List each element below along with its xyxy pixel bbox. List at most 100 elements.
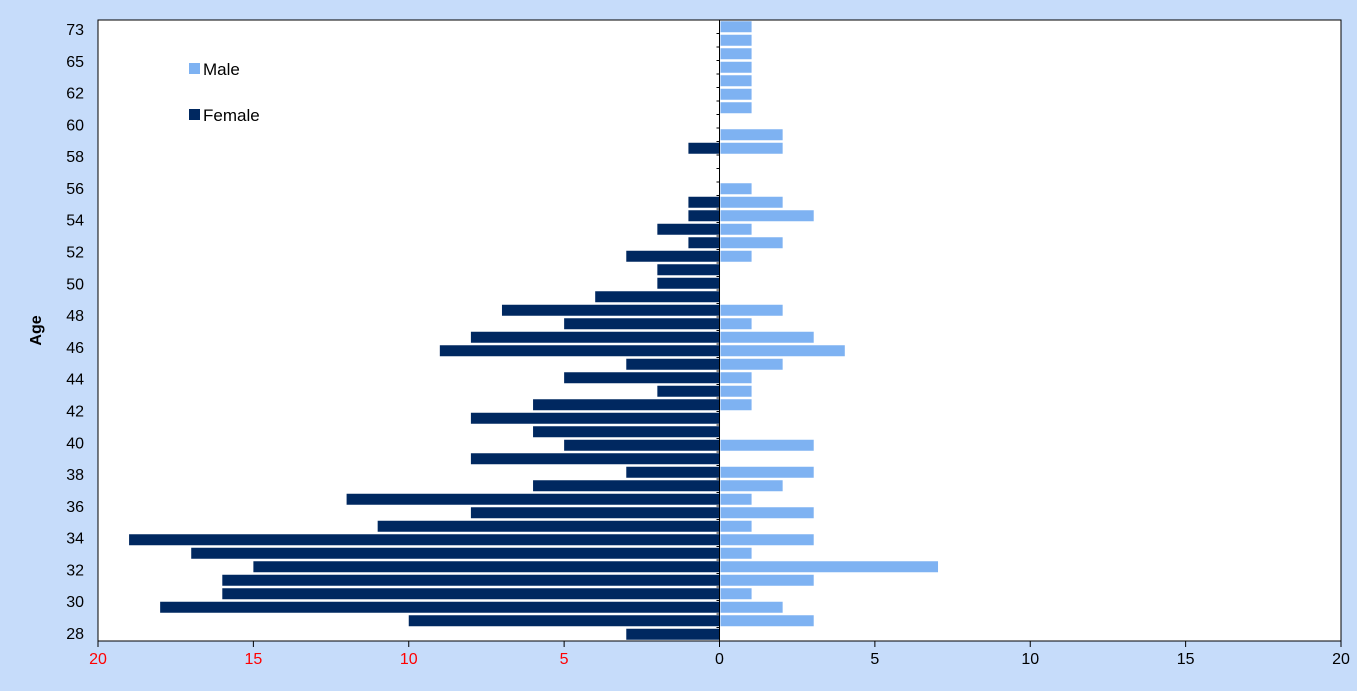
female-bar-age-45 [533,399,720,411]
x-axis: 20 15 10 5 0 5 10 15 20 [89,641,1350,668]
y-tick-label: 73 [66,22,84,39]
male-bar-age-40 [720,466,814,478]
female-bar-age-64 [688,142,720,154]
female-bar-age-34 [191,547,720,559]
female-bar-age-44 [470,412,720,424]
y-tick-label: 65 [66,54,84,71]
male-bar-age-37 [720,507,814,519]
legend: Male Female [189,60,260,125]
male-bar-age-61 [720,183,752,195]
female-bar-age-40 [626,466,720,478]
male-bar-age-60 [720,196,783,208]
female-bar-age-53 [595,291,720,303]
male-bar-age-48 [720,358,783,370]
x-tick-label: 10 [1021,651,1039,668]
female-bar-age-54 [657,277,720,289]
male-bar-age-29 [720,615,814,627]
y-tick-label: 54 [66,213,84,230]
y-tick-label: 32 [66,562,84,579]
x-tick-label: 15 [1177,651,1195,668]
male-bar-age-57 [720,237,783,249]
y-tick-label: 42 [66,403,84,420]
male-bar-age-56 [720,250,752,262]
y-tick-label: 50 [66,276,84,293]
x-tick-label: 5 [870,651,879,668]
male-bar-age-51 [720,318,752,330]
y-tick-label: 62 [66,86,84,103]
male-bar-age-34 [720,547,752,559]
male-bar-age-72 [720,34,752,46]
y-tick-label: 30 [66,594,84,611]
male-bar-age-50 [720,331,814,343]
male-bar-age-45 [720,399,752,411]
male-bar-age-58 [720,223,752,235]
male-bar-age-67 [720,102,752,114]
female-bar-age-58 [657,223,720,235]
female-bar-age-52 [501,304,720,316]
male-bar-age-64 [720,142,783,154]
legend-female-swatch [189,109,200,120]
female-bar-age-37 [470,507,720,519]
y-tick-label: 60 [66,117,84,134]
male-bar-age-36 [720,520,752,532]
female-bar-age-49 [439,345,720,357]
female-bar-age-56 [626,250,720,262]
male-bar-age-42 [720,439,814,451]
female-bar-age-35 [129,534,720,546]
female-bar-age-48 [626,358,720,370]
female-bar-age-50 [470,331,720,343]
y-tick-label: 38 [66,467,84,484]
female-bar-age-36 [377,520,720,532]
male-bar-age-71 [720,48,752,60]
x-tick-label: 15 [244,651,262,668]
male-bar-age-65 [720,129,783,141]
male-bar-age-46 [720,385,752,397]
male-bar-age-70 [720,61,752,73]
male-bar-age-32 [720,574,814,586]
female-bar-age-60 [688,196,720,208]
male-bar-age-35 [720,534,814,546]
male-bar-age-33 [720,561,939,573]
y-tick-label: 56 [66,181,84,198]
female-bar-age-28 [626,628,720,640]
y-tick-label: 34 [66,531,84,548]
female-bar-age-55 [657,264,720,276]
legend-male-swatch [189,63,200,74]
female-bar-age-46 [657,385,720,397]
female-bar-age-31 [222,588,720,600]
male-bar-age-30 [720,601,783,613]
male-bar-age-39 [720,480,783,492]
y-tick-label: 58 [66,149,84,166]
legend-male-label: Male [203,60,240,79]
female-bar-age-29 [408,615,720,627]
y-axis-title: Age [28,315,45,345]
male-bar-age-47 [720,372,752,384]
female-bar-age-32 [222,574,720,586]
male-bar-age-38 [720,493,752,505]
female-bar-age-39 [533,480,720,492]
male-bar-age-59 [720,210,814,222]
female-bar-age-33 [253,561,720,573]
male-bars [720,21,939,627]
female-bar-age-51 [564,318,720,330]
female-bars [129,142,720,640]
female-bar-age-43 [533,426,720,438]
y-tick-label: 36 [66,499,84,516]
y-tick-label: 44 [66,372,84,389]
y-tick-label: 28 [66,626,84,643]
female-bar-age-30 [160,601,720,613]
x-tick-label: 20 [1332,651,1350,668]
x-tick-label: 5 [560,651,569,668]
x-tick-label: 10 [400,651,418,668]
male-bar-age-73 [720,21,752,33]
female-bar-age-42 [564,439,720,451]
y-tick-label: 48 [66,308,84,325]
y-tick-label: 40 [66,435,84,452]
x-tick-label: 20 [89,651,107,668]
y-tick-label: 46 [66,340,84,357]
male-bar-age-31 [720,588,752,600]
y-tick-label: 52 [66,245,84,262]
female-bar-age-41 [470,453,720,465]
